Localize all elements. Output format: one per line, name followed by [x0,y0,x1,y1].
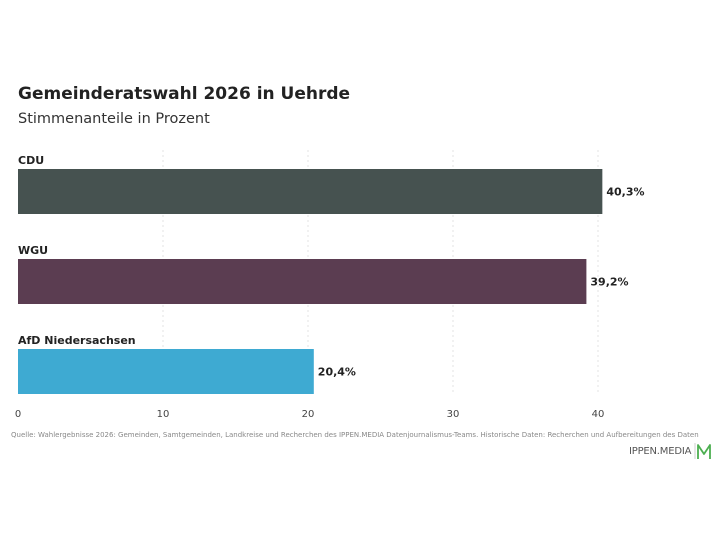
x-tick-label: 10 [157,409,170,420]
bar [18,169,603,214]
bar-chart: CDU 40,3% WGU 39,2% AfD Niedersachsen 20,4% 0 1… [15,150,645,420]
category-label: AfD Niedersachsen [18,334,136,347]
logo-m-icon [694,443,712,459]
x-tick-label: 30 [447,409,460,420]
x-tick-label: 0 [15,409,21,420]
data-label: 39,2% [590,276,628,289]
data-label: 40,3% [606,186,644,199]
source-note: Quelle: Wahlergebnisse 2026: Gemeinden, … [11,431,699,439]
publisher-logo: IPPEN.MEDIA [629,442,712,460]
chart-subtitle: Stimmenanteile in Prozent [18,111,210,127]
x-tick-label: 40 [592,409,605,420]
bar [18,349,314,394]
category-label: CDU [18,154,44,167]
bar [18,259,587,304]
chart-title: Gemeinderatswahl 2026 in Uehrde [18,84,351,104]
x-tick-label: 20 [302,409,315,420]
category-label: WGU [18,244,48,257]
logo-text: IPPEN.MEDIA [629,445,692,457]
data-label: 20,4% [318,366,356,379]
